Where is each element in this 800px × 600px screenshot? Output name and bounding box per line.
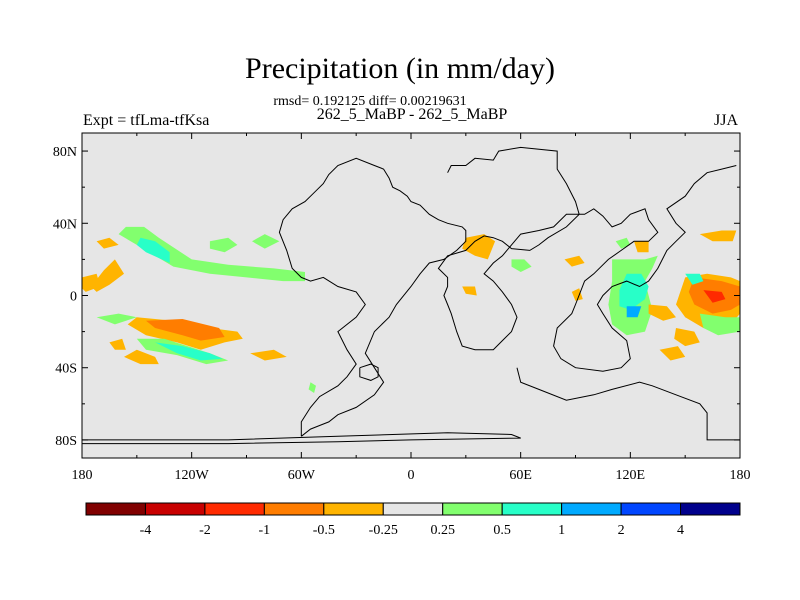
coastline-4 xyxy=(516,367,740,441)
contour-region-14 xyxy=(250,349,287,361)
x-tick-label-2: 60W xyxy=(288,468,316,483)
colorbar: -4 -2 -1 -0.5 -0.25 0.25 0.5 1 2 4 xyxy=(85,502,741,538)
coastline-2 xyxy=(359,363,379,381)
x-tick-label-4: 60E xyxy=(509,468,532,483)
x-tick-label-6: 180 xyxy=(730,468,751,483)
y-tick-label-3: 40S xyxy=(55,362,77,377)
x-tick-label-3: 0 xyxy=(408,468,415,483)
contour-region-7 xyxy=(96,313,137,325)
contour-region-17 xyxy=(564,255,585,267)
contour-region-11 xyxy=(155,342,223,361)
colorbar-box-9 xyxy=(620,502,682,516)
coastline-0 xyxy=(82,432,521,445)
colorbar-label-3: -0.5 xyxy=(313,523,335,538)
colorbar-label-7: 1 xyxy=(558,523,565,538)
y-tick-label-0: 80N xyxy=(53,145,77,160)
y-tick-label-2: 0 xyxy=(70,290,77,305)
chart-subtitle: 262_5_MaBP - 262_5_MaBP xyxy=(316,106,508,123)
experiment-label: Expt = tfLma-tfKsa xyxy=(83,112,210,129)
contour-region-1 xyxy=(136,237,170,263)
coastline-3 xyxy=(437,146,737,372)
contour-region-9 xyxy=(146,319,225,341)
colorbar-box-5 xyxy=(382,502,444,516)
contour-region-33 xyxy=(674,328,700,347)
contour-region-31 xyxy=(648,304,676,321)
colorbar-box-10 xyxy=(680,502,741,516)
colorbar-box-7 xyxy=(501,502,563,516)
x-tick-label-5: 120E xyxy=(616,468,646,483)
contour-region-6 xyxy=(252,234,280,249)
contour-region-12 xyxy=(124,349,159,365)
colorbar-label-0: -4 xyxy=(140,523,152,538)
map-layer xyxy=(82,133,740,458)
contour-region-23 xyxy=(626,306,642,318)
chart-title: Precipitation (in mm/day) xyxy=(245,52,555,85)
y-tick-label-4: 80S xyxy=(55,434,77,449)
x-tick-label-0: 180 xyxy=(72,468,93,483)
contour-region-3 xyxy=(82,273,101,292)
colorbar-box-0 xyxy=(85,502,146,516)
colorbar-box-1 xyxy=(144,502,206,516)
colorbar-box-4 xyxy=(323,502,384,516)
contour-region-19 xyxy=(615,237,631,249)
contour-region-26 xyxy=(703,290,726,303)
contour-region-5 xyxy=(209,237,238,253)
colorbar-label-5: 0.25 xyxy=(430,523,455,538)
y-tick-label-1: 40N xyxy=(53,217,77,232)
colorbar-box-6 xyxy=(442,502,503,516)
contour-region-18 xyxy=(462,286,477,296)
colorbar-label-2: -1 xyxy=(259,523,271,538)
contour-region-20 xyxy=(634,241,649,253)
contour-region-4 xyxy=(96,237,119,249)
coastline-1 xyxy=(278,157,467,437)
contour-region-16 xyxy=(511,259,532,272)
colorbar-box-2 xyxy=(204,502,265,516)
colorbar-label-1: -2 xyxy=(199,523,211,538)
contour-region-0 xyxy=(118,226,305,282)
colorbar-label-4: -0.25 xyxy=(369,523,398,538)
x-tick-label-1: 120W xyxy=(175,468,210,483)
contour-region-13 xyxy=(109,338,126,350)
axes-layer: 180 120W 60W 0 60E 120E 180 80N 40N 0 40S 80S xyxy=(53,132,751,483)
contour-region-27 xyxy=(685,273,704,285)
contour-region-28 xyxy=(699,313,740,336)
colorbar-box-8 xyxy=(561,502,622,516)
plot-area xyxy=(82,146,740,445)
contour-region-29 xyxy=(699,230,737,242)
colorbar-label-6: 0.5 xyxy=(493,523,511,538)
stats-line: rmsd= 0.192125 diff= 0.00219631 xyxy=(273,94,467,109)
season-label: JJA xyxy=(714,112,739,129)
contour-region-32 xyxy=(659,346,686,361)
contour-region-22 xyxy=(619,273,649,310)
colorbar-label-9: 4 xyxy=(677,523,684,538)
contour-region-15 xyxy=(462,234,496,260)
colorbar-box-3 xyxy=(263,502,325,516)
contour-region-34 xyxy=(308,382,316,393)
colorbar-label-8: 2 xyxy=(618,523,625,538)
